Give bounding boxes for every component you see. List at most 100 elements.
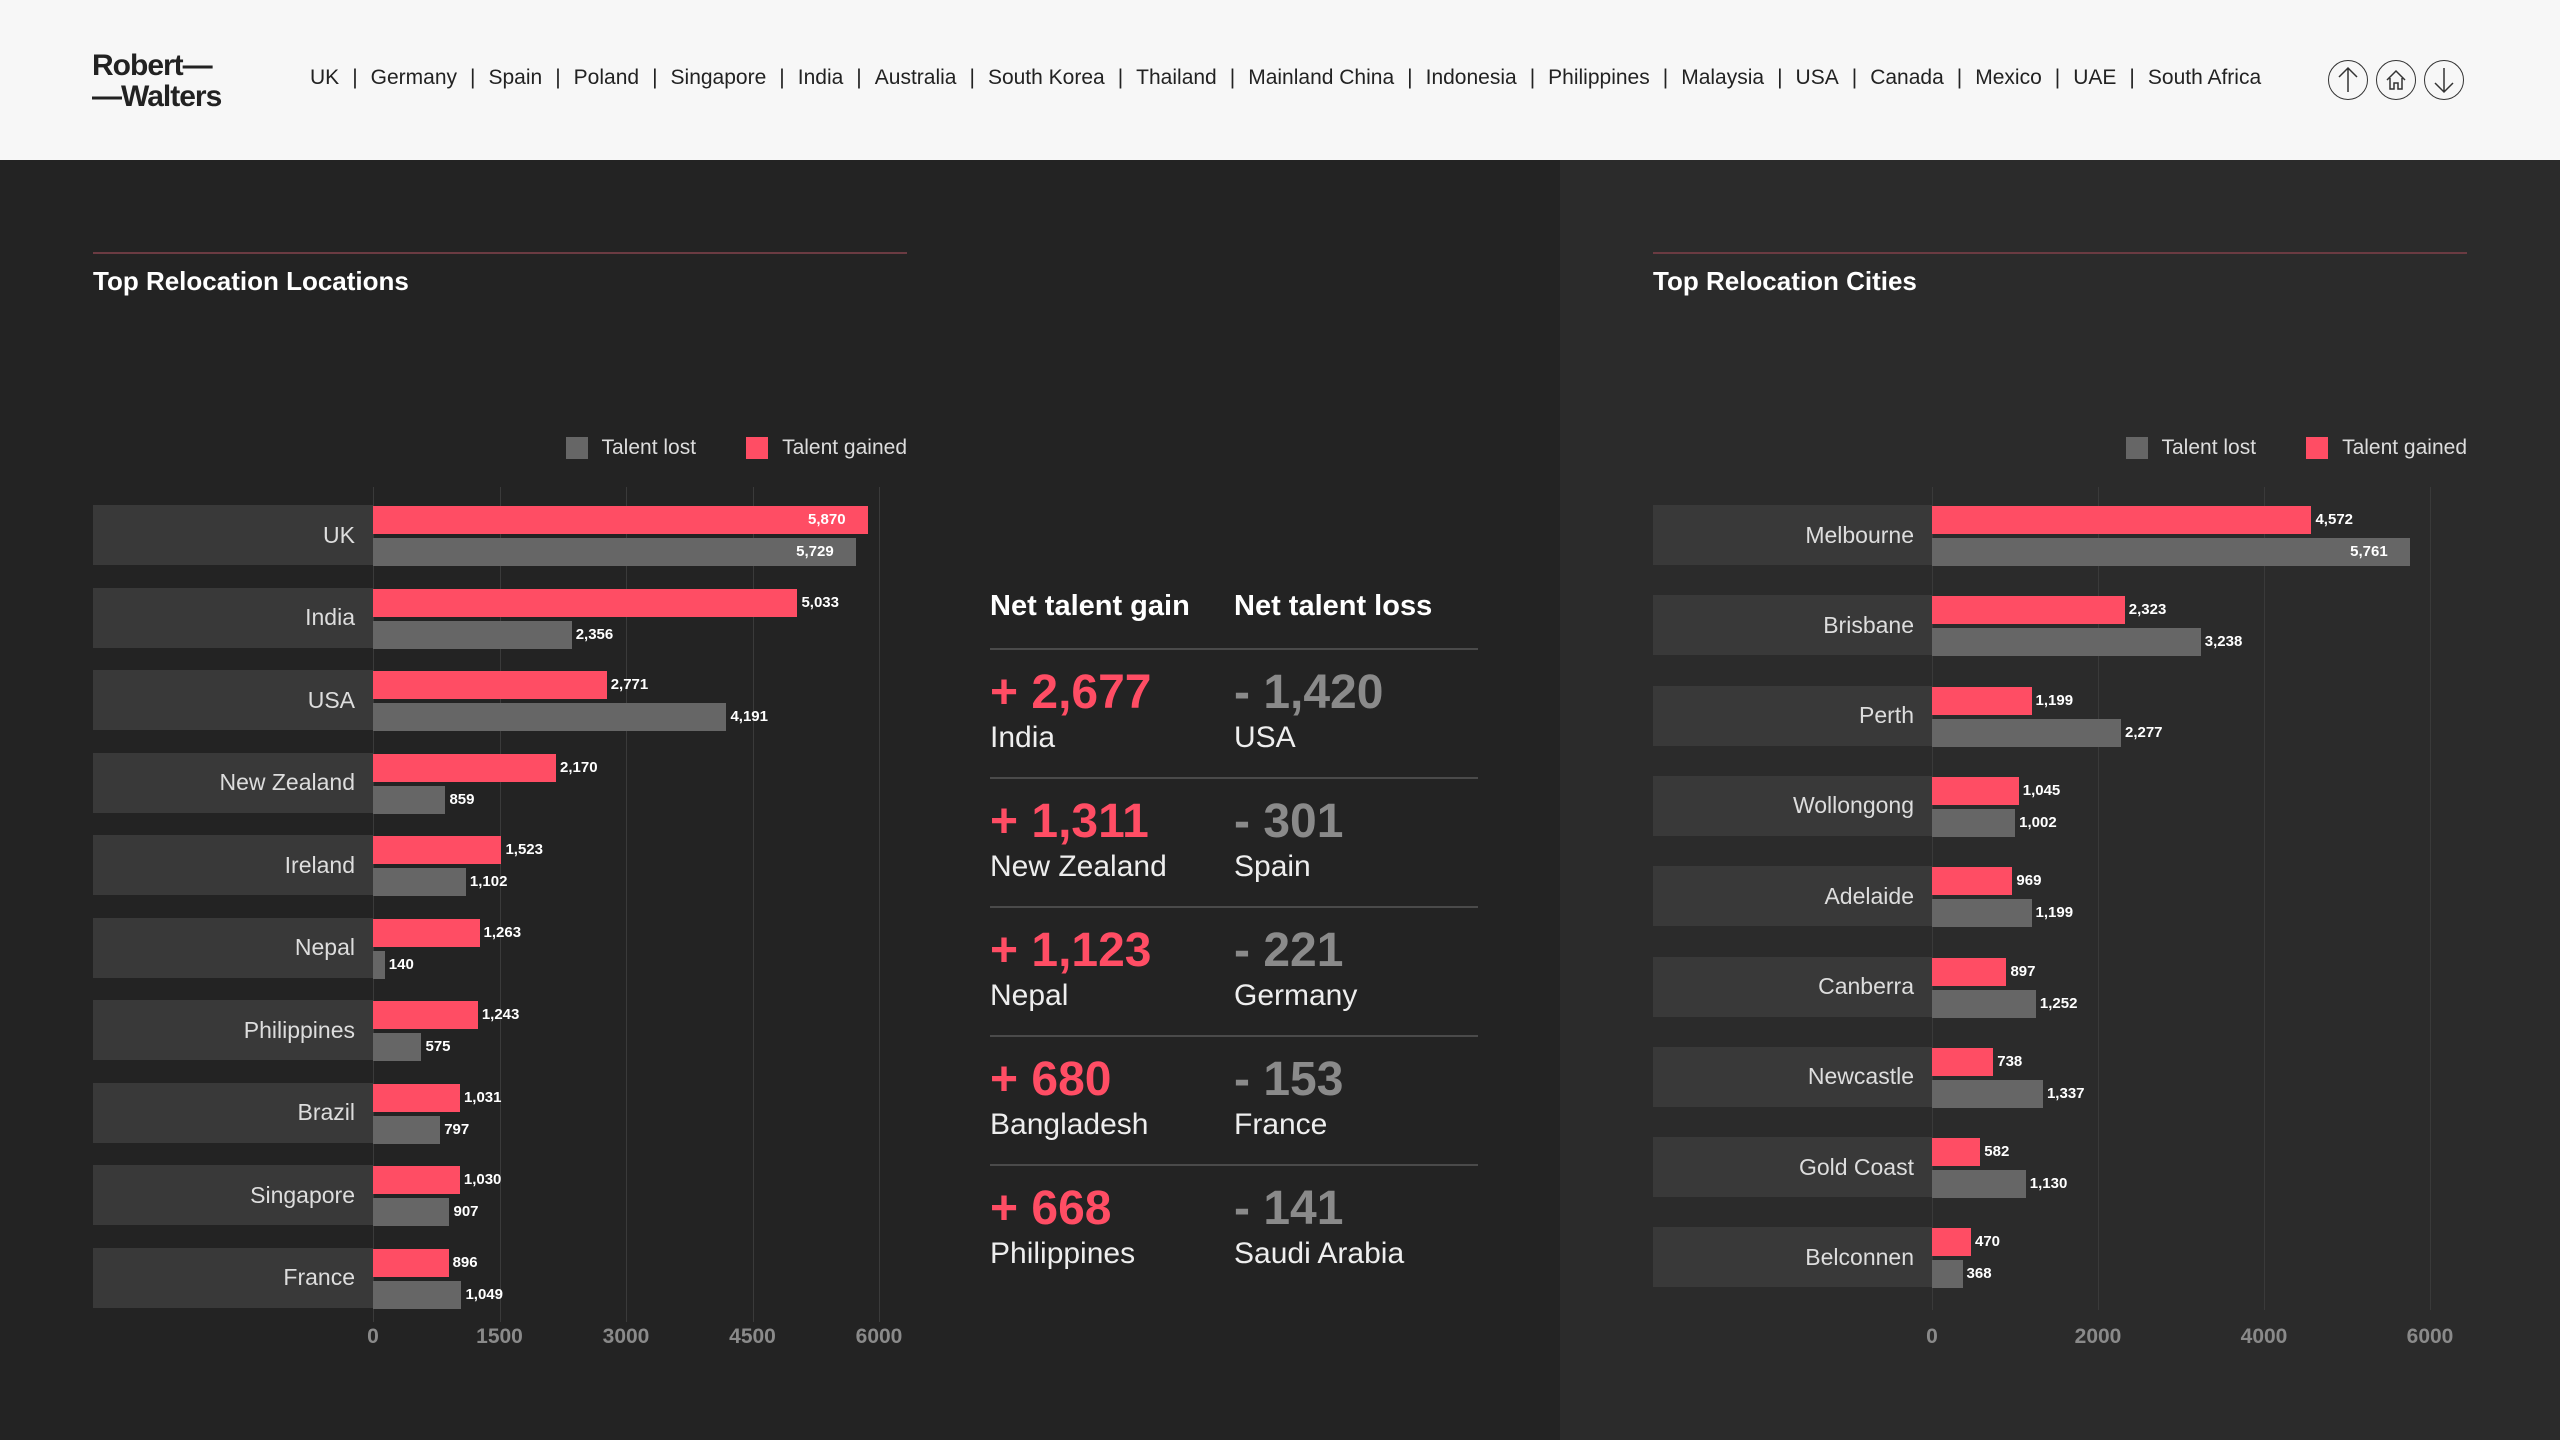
category-label: USA	[93, 670, 373, 730]
gridline	[626, 487, 627, 1322]
bar-value-label: 5,870	[808, 511, 846, 528]
bar-value-label: 896	[452, 1253, 478, 1271]
net-loss-country: Spain	[1234, 850, 1311, 883]
nav-separator: |	[856, 66, 862, 89]
nav-spain[interactable]: Spain	[488, 66, 543, 89]
net-gain-header: Net talent gain	[990, 590, 1190, 622]
legend-locations: Talent lost Talent gained	[565, 436, 907, 460]
bar-talent-gained	[373, 1083, 460, 1112]
x-tick-label: 6000	[2406, 1325, 2454, 1348]
nav-australia[interactable]: Australia	[874, 66, 957, 89]
divider	[93, 252, 907, 254]
header: Robert— —Walters UK | Germany | Spain | Poland |…	[0, 0, 2560, 160]
bar-value-label: 470	[1975, 1233, 2001, 1251]
bar-talent-gained	[373, 506, 869, 534]
bar-value-label: 5,729	[796, 543, 834, 560]
bar-talent-gained	[1932, 1047, 1994, 1076]
net-loss-country: France	[1234, 1108, 1328, 1141]
category-label: Adelaide	[1653, 866, 1932, 927]
legend-gained: Talent gained	[2342, 436, 2467, 459]
category-label: Ireland	[93, 835, 373, 895]
category-label: Brazil	[93, 1082, 373, 1143]
bar-talent-lost	[373, 868, 466, 896]
net-gain-value: + 668	[990, 1182, 1112, 1235]
nav-poland[interactable]: Poland	[573, 66, 640, 89]
legend-lost: Talent lost	[601, 436, 697, 459]
nav-south-korea[interactable]: South Korea	[987, 66, 1105, 89]
net-talent-table: Net talent gain Net talent loss + 2,677 In…	[990, 590, 1478, 1293]
nav-mainland-china[interactable]: Mainland China	[1248, 66, 1395, 89]
bar-talent-lost	[373, 1033, 422, 1061]
bar-value-label: 1,263	[483, 923, 522, 941]
nav-separator: |	[1229, 66, 1236, 89]
bar-value-label: 1,002	[2019, 813, 2057, 831]
bar-talent-gained	[373, 1166, 460, 1194]
nav-separator: |	[555, 66, 561, 89]
net-gain-country: Philippines	[990, 1237, 1136, 1270]
nav-india[interactable]: India	[797, 66, 844, 89]
nav-philippines[interactable]: Philippines	[1548, 66, 1650, 89]
net-loss-country: USA	[1234, 721, 1296, 754]
net-loss-value: - 301	[1234, 795, 1344, 848]
category-label: France	[93, 1247, 373, 1308]
nav-south-africa[interactable]: South Africa	[2147, 66, 2262, 89]
nav-singapore[interactable]: Singapore	[670, 66, 767, 89]
legend-swatch-lost	[2125, 437, 2148, 459]
bar-talent-gained	[373, 1248, 449, 1277]
nav-canada[interactable]: Canada	[1870, 66, 1944, 89]
bar-talent-lost	[373, 1115, 441, 1144]
arrow-up-icon[interactable]	[2328, 60, 2368, 100]
net-gain-value: + 680	[990, 1053, 1112, 1106]
net-loss-country: Germany	[1234, 979, 1358, 1012]
bar-value-label: 5,033	[801, 593, 839, 611]
nav-indonesia[interactable]: Indonesia	[1425, 66, 1517, 89]
arrow-down-icon[interactable]	[2424, 60, 2464, 100]
nav-thailand[interactable]: Thailand	[1136, 66, 1217, 89]
category-label: Melbourne	[1653, 505, 1932, 565]
nav-separator: |	[352, 66, 358, 89]
robert-walters-logo[interactable]: Robert— —Walters	[92, 49, 222, 113]
nav-mexico[interactable]: Mexico	[1975, 66, 2042, 89]
nav-separator: |	[1777, 66, 1783, 89]
net-gain-country: Bangladesh	[990, 1108, 1149, 1141]
page-nav-icons	[2328, 60, 2464, 100]
nav-malaysia[interactable]: Malaysia	[1681, 66, 1765, 89]
net-row: + 1,123 Nepal - 221 Germany	[990, 906, 1478, 1035]
bar-value-label: 969	[2016, 872, 2042, 890]
country-nav: UK | Germany | Spain | Poland | Singapore | India |…	[310, 66, 2261, 90]
nav-germany[interactable]: Germany	[370, 66, 458, 89]
nav-separator: |	[1851, 66, 1858, 89]
bar-value-label: 797	[444, 1120, 470, 1138]
nav-separator: |	[779, 66, 785, 89]
net-loss-value: - 221	[1234, 924, 1344, 977]
category-label: Nepal	[93, 917, 373, 978]
bar-talent-gained	[1932, 957, 2007, 986]
bar-talent-lost	[373, 950, 385, 979]
net-gain-country: Nepal	[990, 979, 1069, 1012]
bar-value-label: 3,238	[2204, 633, 2243, 651]
bar-talent-gained	[1932, 867, 2013, 896]
net-row: + 2,677 India - 1,420 USA	[990, 648, 1478, 777]
bar-value-label: 1,243	[481, 1006, 520, 1023]
nav-uk[interactable]: UK	[310, 66, 340, 89]
bar-talent-lost	[1932, 989, 2036, 1018]
x-tick-label: 6000	[855, 1325, 903, 1348]
category-label: Singapore	[93, 1165, 373, 1225]
bar-talent-gained	[373, 836, 502, 864]
bar-talent-gained	[373, 1001, 478, 1029]
gridline	[1932, 487, 1933, 1310]
bar-value-label: 1,199	[2035, 904, 2074, 922]
bar-talent-lost	[1932, 1170, 2026, 1199]
net-row: + 680 Bangladesh - 153 France	[990, 1035, 1478, 1164]
bar-value-label: 1,199	[2035, 691, 2074, 709]
nav-uae[interactable]: UAE	[2073, 66, 2117, 89]
nav-usa[interactable]: USA	[1795, 66, 1839, 89]
net-gain-value: + 2,677	[990, 666, 1152, 719]
bar-talent-gained	[1932, 686, 2032, 715]
category-label: Canberra	[1653, 956, 1932, 1017]
net-loss-country: Saudi Arabia	[1234, 1237, 1405, 1270]
bar-talent-gained	[373, 588, 798, 617]
bar-value-label: 1,102	[469, 873, 508, 890]
home-icon[interactable]	[2376, 60, 2416, 100]
bar-value-label: 1,031	[463, 1088, 502, 1106]
